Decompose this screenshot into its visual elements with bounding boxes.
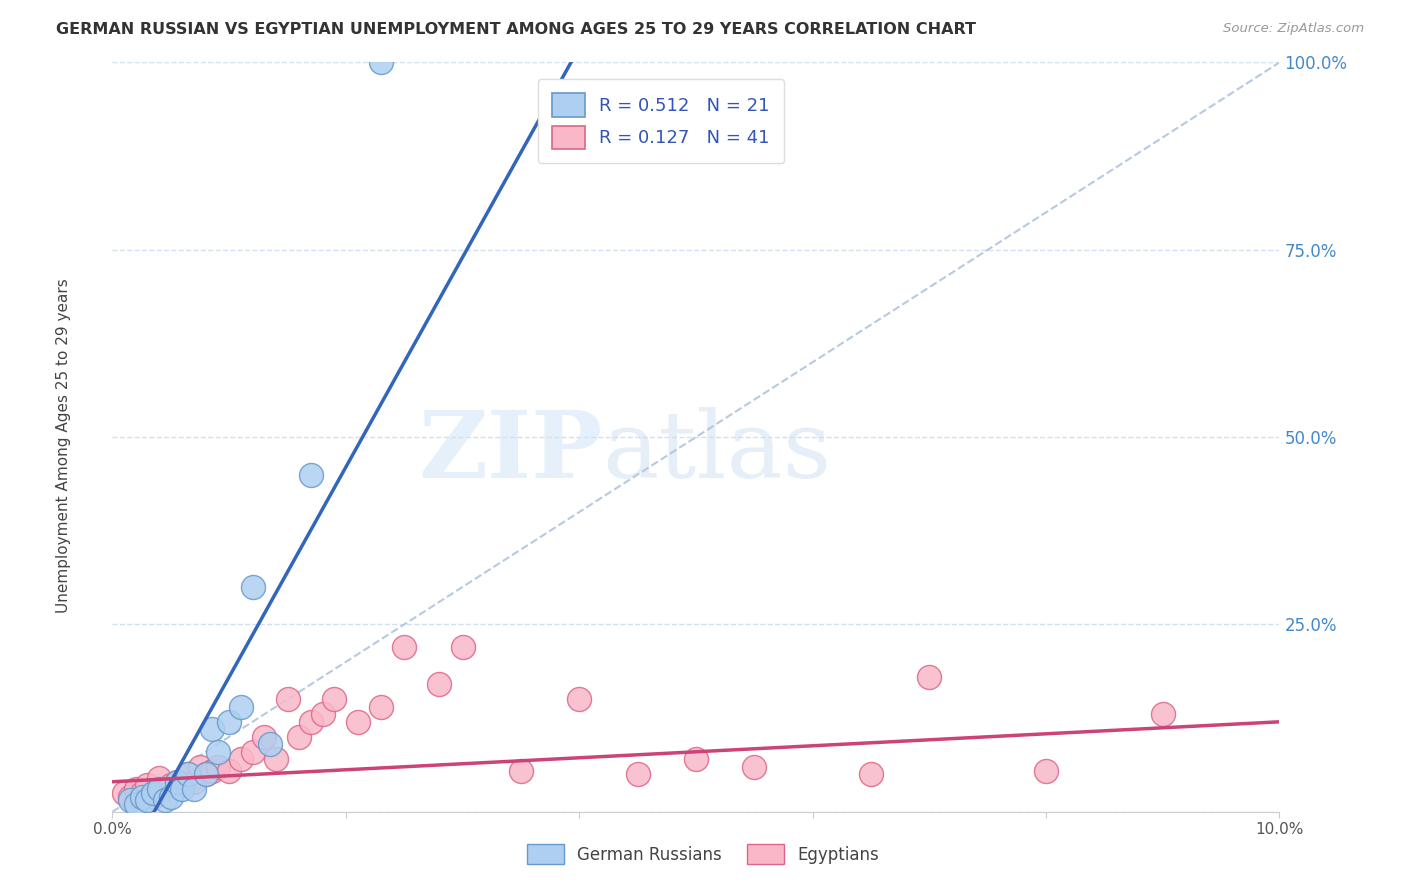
Point — [218, 714, 240, 729]
Point — [148, 771, 170, 785]
Point — [1152, 707, 1174, 722]
Text: atlas: atlas — [603, 407, 832, 497]
Point — [229, 752, 252, 766]
Point — [153, 782, 176, 797]
Point — [323, 692, 346, 706]
Point — [288, 730, 311, 744]
Point — [131, 789, 153, 804]
Point — [277, 692, 299, 706]
Point — [142, 786, 165, 800]
Point — [253, 730, 276, 744]
Point — [118, 789, 141, 804]
Point — [264, 752, 287, 766]
Point — [125, 782, 148, 797]
Point — [172, 779, 194, 793]
Point — [744, 760, 766, 774]
Point — [346, 714, 368, 729]
Point — [299, 467, 322, 482]
Point — [153, 793, 176, 807]
Point — [242, 580, 264, 594]
Point — [177, 767, 200, 781]
Legend: German Russians, Egyptians: German Russians, Egyptians — [520, 838, 886, 871]
Point — [136, 779, 159, 793]
Point — [172, 782, 194, 797]
Point — [148, 782, 170, 797]
Legend: R = 0.512   N = 21, R = 0.127   N = 41: R = 0.512 N = 21, R = 0.127 N = 41 — [537, 79, 785, 163]
Point — [229, 699, 252, 714]
Point — [451, 640, 474, 654]
Point — [160, 779, 183, 793]
Point — [136, 793, 159, 807]
Point — [427, 677, 450, 691]
Point — [1035, 764, 1057, 778]
Point — [112, 786, 135, 800]
Point — [188, 760, 211, 774]
Point — [142, 789, 165, 804]
Point — [207, 745, 229, 759]
Point — [370, 699, 392, 714]
Point — [166, 774, 188, 789]
Point — [183, 782, 205, 797]
Point — [207, 760, 229, 774]
Point — [860, 767, 883, 781]
Point — [177, 767, 200, 781]
Point — [394, 640, 416, 654]
Point — [259, 737, 281, 751]
Point — [160, 789, 183, 804]
Point — [125, 797, 148, 812]
Point — [201, 723, 224, 737]
Point — [194, 767, 217, 781]
Point — [131, 786, 153, 800]
Point — [218, 764, 240, 778]
Text: Source: ZipAtlas.com: Source: ZipAtlas.com — [1223, 22, 1364, 36]
Point — [627, 767, 650, 781]
Point — [118, 793, 141, 807]
Point — [201, 764, 224, 778]
Point — [918, 670, 941, 684]
Point — [311, 707, 333, 722]
Text: ZIP: ZIP — [419, 407, 603, 497]
Point — [194, 767, 217, 781]
Text: Unemployment Among Ages 25 to 29 years: Unemployment Among Ages 25 to 29 years — [56, 278, 70, 614]
Point — [242, 745, 264, 759]
Point — [685, 752, 707, 766]
Point — [183, 774, 205, 789]
Point — [166, 774, 188, 789]
Point — [299, 714, 322, 729]
Point — [509, 764, 531, 778]
Point — [568, 692, 591, 706]
Point — [370, 55, 392, 70]
Text: GERMAN RUSSIAN VS EGYPTIAN UNEMPLOYMENT AMONG AGES 25 TO 29 YEARS CORRELATION CH: GERMAN RUSSIAN VS EGYPTIAN UNEMPLOYMENT … — [56, 22, 976, 37]
